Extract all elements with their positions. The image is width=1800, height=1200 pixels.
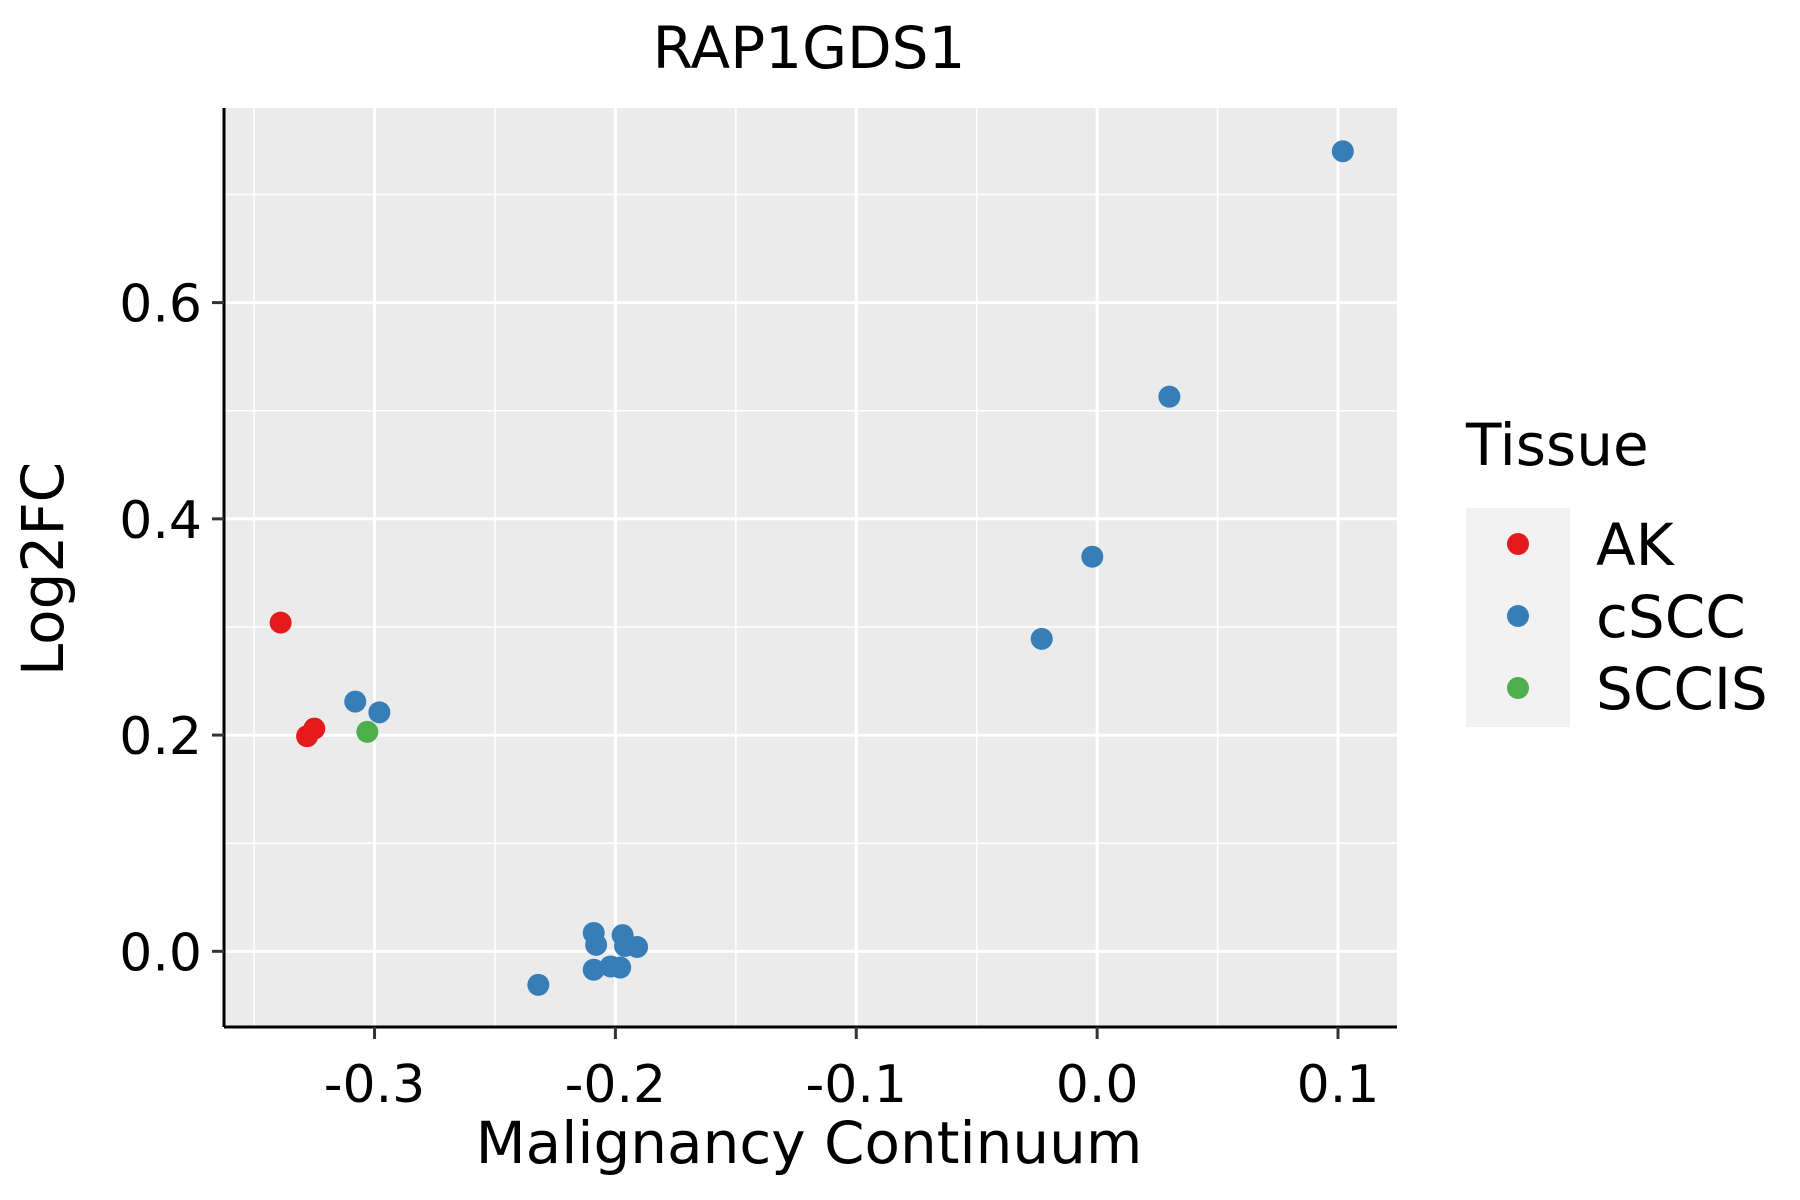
- data-point-cscc: [527, 973, 550, 996]
- x-tick-label: -0.3: [324, 1055, 425, 1115]
- data-point-cscc: [609, 956, 632, 979]
- x-axis-ticks: -0.3 -0.2 -0.1 0.0 0.1: [324, 1027, 1380, 1115]
- x-tick-label: 0.1: [1297, 1055, 1380, 1115]
- x-axis-title: Malignancy Continuum: [476, 1109, 1143, 1177]
- legend-key-sccis: [1507, 677, 1529, 699]
- y-tick-label: 0.0: [119, 923, 202, 983]
- data-point-cscc: [1030, 627, 1053, 650]
- data-point-ak: [269, 611, 292, 634]
- data-point-cscc: [582, 958, 605, 981]
- x-tick-label: 0.0: [1056, 1055, 1139, 1115]
- legend-label-ak: AK: [1596, 511, 1676, 579]
- data-point-cscc: [1081, 545, 1104, 568]
- legend-title: Tissue: [1465, 411, 1649, 479]
- legend-key-cscc: [1507, 605, 1529, 627]
- legend-label-sccis: SCCIS: [1596, 655, 1768, 723]
- data-point-cscc: [368, 701, 391, 724]
- y-tick-label: 0.6: [119, 275, 202, 335]
- plot-panel: [224, 108, 1397, 1027]
- y-tick-label: 0.4: [119, 491, 202, 551]
- x-tick-label: -0.1: [806, 1055, 907, 1115]
- x-tick-label: -0.2: [565, 1055, 666, 1115]
- data-point-cscc: [614, 934, 637, 957]
- chart-title: RAP1GDS1: [653, 14, 966, 82]
- data-point-cscc: [585, 933, 608, 956]
- data-point-cscc: [344, 690, 367, 713]
- data-point-cscc: [1158, 385, 1181, 408]
- data-point-sccis: [356, 720, 379, 743]
- data-points: [269, 140, 1354, 996]
- legend-key-ak: [1507, 533, 1529, 555]
- major-gridlines: [224, 108, 1397, 1027]
- y-axis-title: Log2FC: [9, 462, 77, 676]
- data-point-cscc: [1331, 140, 1354, 163]
- data-point-ak: [303, 717, 326, 740]
- y-axis-ticks: 0.0 0.2 0.4 0.6: [119, 275, 224, 983]
- minor-gridlines: [224, 108, 1397, 1027]
- y-tick-label: 0.2: [119, 707, 202, 767]
- legend-label-cscc: cSCC: [1596, 583, 1746, 651]
